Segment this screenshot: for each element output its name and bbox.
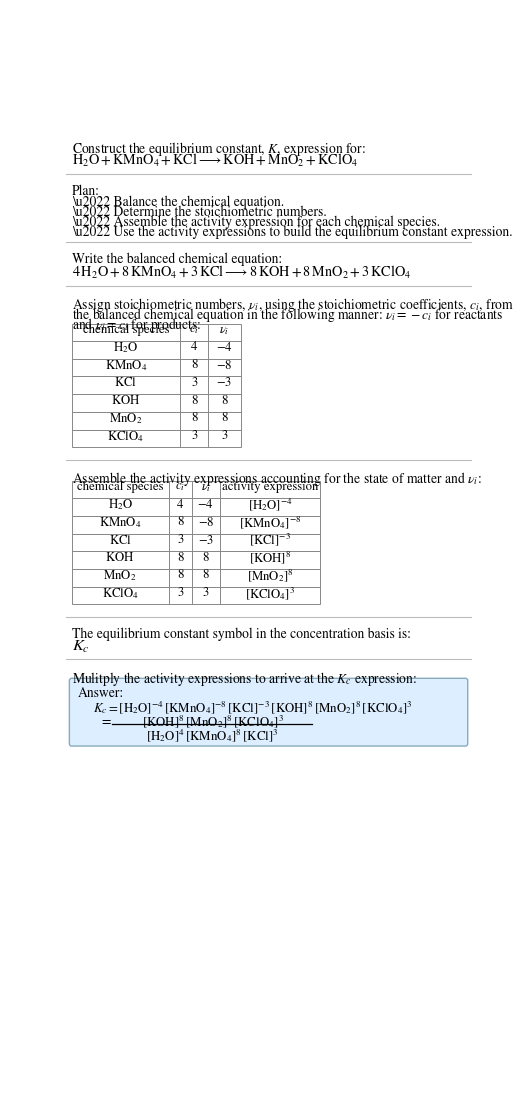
Text: Answer:: Answer:	[78, 687, 124, 700]
Text: $\mathrm{KOH}$: $\mathrm{KOH}$	[111, 394, 140, 407]
Bar	[72, 552, 321, 569]
Text: \u2022 Balance the chemical equation.: \u2022 Balance the chemical equation.	[72, 195, 284, 208]
Text: Assign stoichiometric numbers, $\nu_i$, using the stoichiometric coefficients, $: Assign stoichiometric numbers, $\nu_i$, …	[72, 297, 514, 314]
Text: $\mathrm{KClO_4}$: $\mathrm{KClO_4}$	[107, 429, 145, 443]
Bar	[72, 411, 241, 429]
Text: chemical species: chemical species	[77, 481, 163, 493]
Text: Write the balanced chemical equation:: Write the balanced chemical equation:	[72, 253, 282, 266]
Text: 8: 8	[177, 569, 183, 581]
Text: $[\mathrm{KOH}]^{8}$: $[\mathrm{KOH}]^{8}$	[249, 549, 291, 566]
Text: and $\nu_i = c_i$ for products:: and $\nu_i = c_i$ for products:	[72, 317, 201, 334]
Bar	[72, 587, 321, 604]
Text: $[\mathrm{MnO_2}]^{8}$: $[\mathrm{MnO_2}]^{8}$	[247, 567, 293, 583]
Text: 3: 3	[177, 587, 183, 599]
Text: $c_i$: $c_i$	[175, 481, 185, 493]
Text: $\mathrm{KCl}$: $\mathrm{KCl}$	[114, 376, 137, 389]
Text: $-8$: $-8$	[216, 358, 233, 372]
Text: $\mathrm{H_2O}$: $\mathrm{H_2O}$	[113, 340, 138, 355]
Text: Plan:: Plan:	[72, 184, 100, 199]
Text: 3: 3	[221, 430, 227, 442]
Text: $-4$: $-4$	[198, 499, 214, 511]
Text: $[\mathrm{H_2O}]^{-4}$: $[\mathrm{H_2O}]^{-4}$	[248, 496, 292, 513]
Text: $\nu_i$: $\nu_i$	[219, 324, 230, 336]
Bar	[72, 499, 321, 516]
Text: \u2022 Use the activity expressions to build the equilibrium constant expression: \u2022 Use the activity expressions to b…	[72, 225, 512, 239]
Text: $\mathrm{KOH}$: $\mathrm{KOH}$	[105, 552, 135, 565]
Text: the balanced chemical equation in the following manner: $\nu_i = -c_i$ for react: the balanced chemical equation in the fo…	[72, 307, 503, 324]
Bar	[72, 358, 241, 376]
Bar	[72, 429, 241, 448]
Text: $\mathrm{KMnO_4}$: $\mathrm{KMnO_4}$	[99, 515, 141, 529]
Text: $=$: $=$	[100, 714, 112, 727]
Text: $\mathrm{KClO_4}$: $\mathrm{KClO_4}$	[102, 586, 139, 601]
Text: \u2022 Determine the stoichiometric numbers.: \u2022 Determine the stoichiometric numb…	[72, 205, 326, 218]
Text: $[\mathrm{H_2O}]^{4}\,[\mathrm{KMnO_4}]^{8}\,[\mathrm{KCl}]^{3}$: $[\mathrm{H_2O}]^{4}\,[\mathrm{KMnO_4}]^…	[146, 727, 279, 743]
Text: $\mathrm{KMnO_4}$: $\mathrm{KMnO_4}$	[105, 357, 147, 373]
Text: $\mathrm{H_2O + KMnO_4 + KCl} \longrightarrow \mathrm{KOH + MnO_2 + KClO_4}$: $\mathrm{H_2O + KMnO_4 + KCl} \longright…	[72, 152, 358, 170]
Text: $\nu_i$: $\nu_i$	[201, 481, 211, 494]
Text: $-3$: $-3$	[198, 534, 214, 547]
Text: $\mathrm{H_2O}$: $\mathrm{H_2O}$	[107, 497, 133, 512]
FancyBboxPatch shape	[69, 678, 468, 746]
Bar	[72, 394, 241, 411]
Text: $\mathrm{KCl}$: $\mathrm{KCl}$	[108, 534, 132, 547]
Bar	[72, 481, 321, 499]
Text: Mulitply the activity expressions to arrive at the $K_c$ expression:: Mulitply the activity expressions to arr…	[72, 670, 417, 688]
Text: 8: 8	[177, 552, 183, 564]
Text: 4: 4	[191, 342, 198, 353]
Text: The equilibrium constant symbol in the concentration basis is:: The equilibrium constant symbol in the c…	[72, 628, 411, 641]
Text: $-4$: $-4$	[216, 341, 233, 354]
Bar	[72, 534, 321, 552]
Text: 8: 8	[202, 552, 209, 564]
Text: 8: 8	[202, 569, 209, 581]
Text: Construct the equilibrium constant, $K$, expression for:: Construct the equilibrium constant, $K$,…	[72, 140, 365, 158]
Text: $K_c$: $K_c$	[72, 639, 90, 655]
Text: 8: 8	[191, 360, 198, 372]
Text: 3: 3	[191, 377, 197, 389]
Text: Assemble the activity expressions accounting for the state of matter and $\nu_i$: Assemble the activity expressions accoun…	[72, 470, 482, 489]
Text: $\mathrm{MnO_2}$: $\mathrm{MnO_2}$	[103, 568, 137, 582]
Text: $[\mathrm{KCl}]^{-3}$: $[\mathrm{KCl}]^{-3}$	[249, 532, 291, 548]
Text: chemical species: chemical species	[83, 324, 169, 336]
Text: activity expression: activity expression	[222, 481, 318, 493]
Text: \u2022 Assemble the activity expression for each chemical species.: \u2022 Assemble the activity expression …	[72, 215, 440, 229]
Text: 8: 8	[191, 395, 198, 407]
Text: 8: 8	[177, 516, 183, 528]
Bar	[72, 376, 241, 394]
Text: 3: 3	[191, 430, 197, 442]
Text: $K_c = [\mathrm{H_2O}]^{-4}\,[\mathrm{KMnO_4}]^{-8}\,[\mathrm{KCl}]^{-3}\,[\math: $K_c = [\mathrm{H_2O}]^{-4}\,[\mathrm{KM…	[93, 699, 413, 716]
Text: 3: 3	[177, 534, 183, 546]
Text: $[\mathrm{KOH}]^{8}\,[\mathrm{MnO_2}]^{8}\,[\mathrm{KClO_4}]^{3}$: $[\mathrm{KOH}]^{8}\,[\mathrm{MnO_2}]^{8…	[142, 713, 284, 730]
Text: $\mathrm{4\,H_2O + 8\,KMnO_4 + 3\,KCl} \longrightarrow \mathrm{8\,KOH + 8\,MnO_2: $\mathrm{4\,H_2O + 8\,KMnO_4 + 3\,KCl} \…	[72, 264, 411, 281]
Bar	[72, 324, 241, 341]
Text: 8: 8	[221, 413, 227, 425]
Text: 3: 3	[203, 587, 209, 599]
Text: $[\mathrm{KClO_4}]^{3}$: $[\mathrm{KClO_4}]^{3}$	[245, 585, 295, 601]
Text: 8: 8	[221, 395, 227, 407]
Bar	[72, 569, 321, 587]
Text: $\mathrm{MnO_2}$: $\mathrm{MnO_2}$	[110, 411, 143, 426]
Text: $c_i$: $c_i$	[189, 324, 199, 336]
Bar	[72, 341, 241, 358]
Text: $[\mathrm{KMnO_4}]^{-8}$: $[\mathrm{KMnO_4}]^{-8}$	[239, 514, 301, 531]
Text: 4: 4	[177, 499, 183, 511]
Text: $-3$: $-3$	[216, 376, 233, 389]
Text: 8: 8	[191, 413, 198, 425]
Text: $-8$: $-8$	[198, 516, 214, 528]
Bar	[72, 516, 321, 534]
